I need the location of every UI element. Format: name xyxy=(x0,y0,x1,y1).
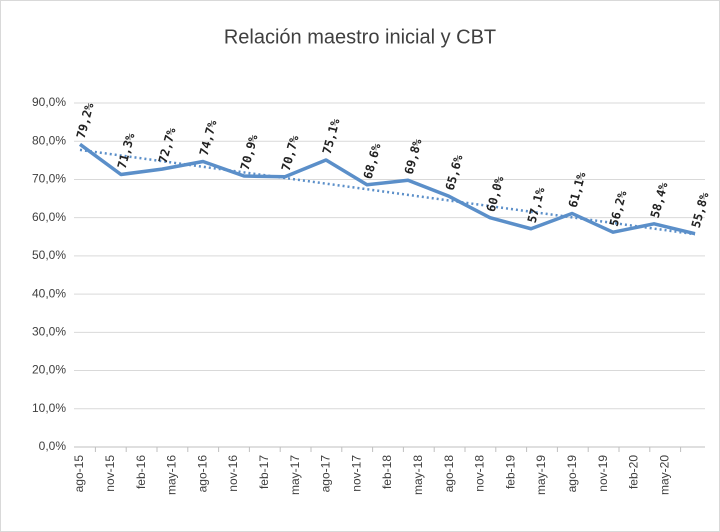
y-tick-label: 10,0% xyxy=(32,401,66,415)
x-tick-label: may-16 xyxy=(165,455,179,495)
x-tick-label: may-17 xyxy=(288,455,302,495)
y-tick-label: 50,0% xyxy=(32,248,66,262)
x-tick-label: feb-17 xyxy=(257,455,271,489)
x-tick-label: feb-19 xyxy=(503,455,517,489)
x-tick-label: feb-20 xyxy=(627,455,641,489)
y-tick-label: 40,0% xyxy=(32,286,66,300)
x-tick-label: feb-16 xyxy=(134,455,148,489)
line xyxy=(78,142,696,236)
y-tick-label: 20,0% xyxy=(32,363,66,377)
trendline xyxy=(79,148,696,236)
x-tick-label: nov-15 xyxy=(103,455,117,492)
x-tick-label: ago-16 xyxy=(195,455,209,493)
y-tick-label: 30,0% xyxy=(32,325,66,339)
chart-title: Relación maestro inicial y CBT xyxy=(224,26,496,48)
x-tick-label: may-20 xyxy=(657,455,671,495)
y-tick-label: 60,0% xyxy=(32,210,66,224)
y-tick-label: 70,0% xyxy=(32,172,66,186)
x-tick-label: nov-18 xyxy=(473,455,487,492)
x-tick-label: feb-18 xyxy=(380,455,394,489)
x-tick-label: may-18 xyxy=(411,455,425,495)
x-tick-label: nov-17 xyxy=(349,455,363,492)
x-tick-label: ago-18 xyxy=(442,455,456,493)
y-tick-label: 80,0% xyxy=(32,133,66,147)
x-tick-label: nov-16 xyxy=(226,455,240,492)
y-tick-label: 0,0% xyxy=(39,439,67,453)
y-tick-label: 90,0% xyxy=(32,95,66,109)
x-tick-label: ago-19 xyxy=(565,455,579,493)
x-tick-label: may-19 xyxy=(534,455,548,495)
x-tick-label: ago-15 xyxy=(72,455,86,493)
x-tick-label: ago-17 xyxy=(319,455,333,493)
x-tick-label: nov-19 xyxy=(596,455,610,492)
